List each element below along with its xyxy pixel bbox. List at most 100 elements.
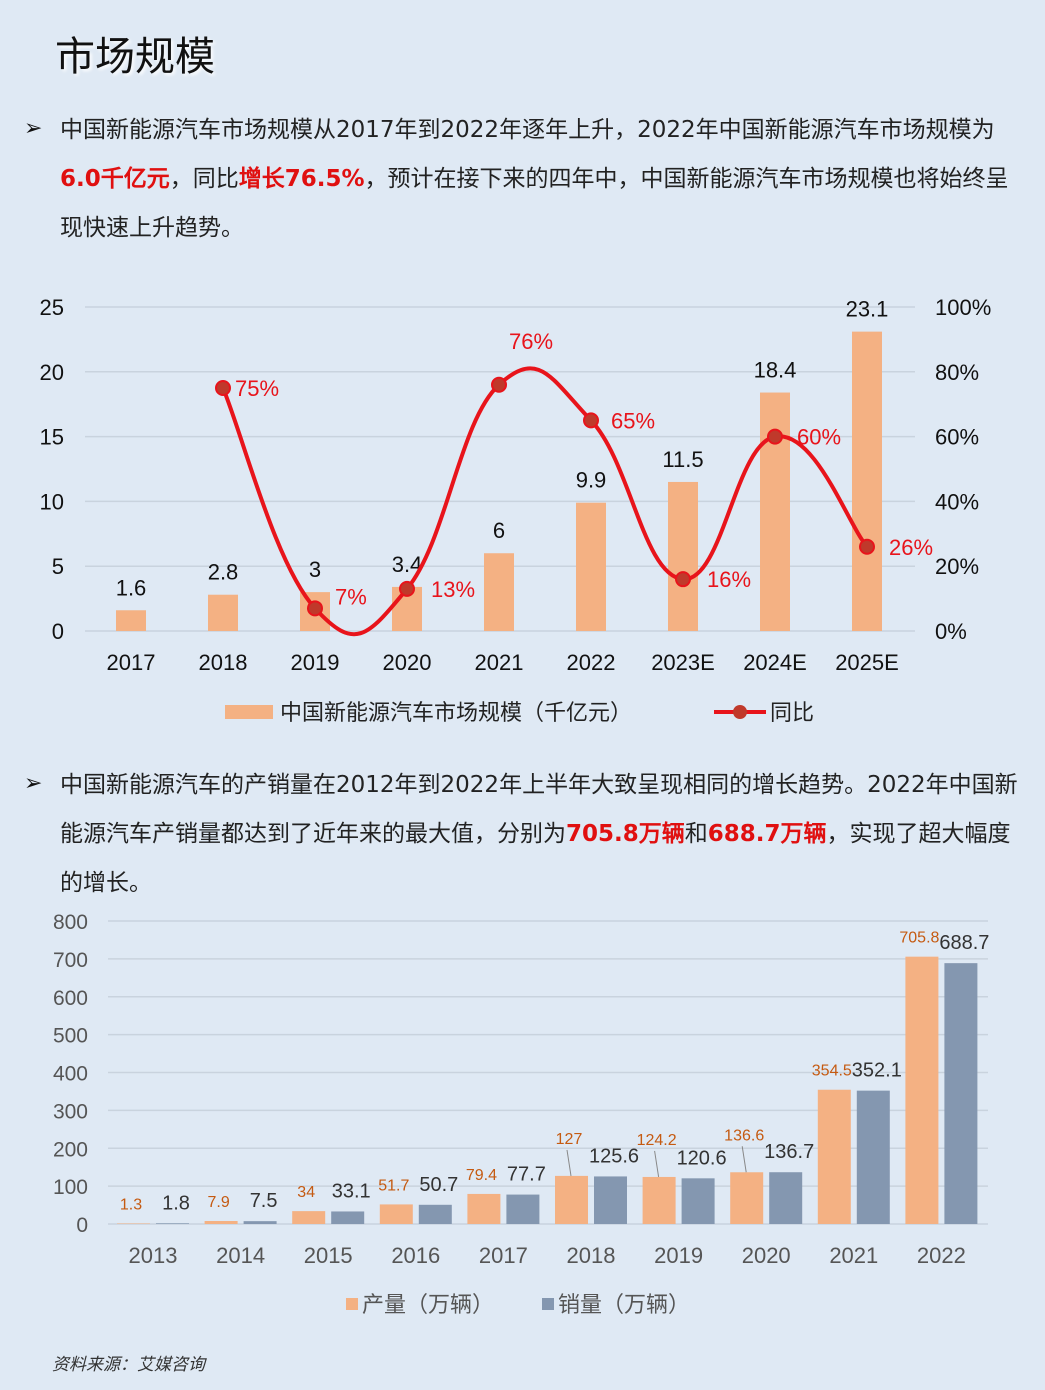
arrow-bullet-icon: ➢ <box>24 116 43 141</box>
paragraph-text: 中国新能源汽车的产销量在2012年到2022年上半年大致呈现相同的增长趋势。20… <box>60 772 1018 847</box>
y-tick-label: 600 <box>53 987 88 1010</box>
y-tick-label: 700 <box>53 949 88 972</box>
production-data-label: 79.4 <box>466 1167 497 1184</box>
y2-tick-label: 20% <box>935 554 979 579</box>
y-tick-label: 0 <box>52 619 64 644</box>
y2-tick-label: 0% <box>935 619 967 644</box>
sales-data-label: 688.7 <box>939 932 989 954</box>
line-marker <box>767 428 783 445</box>
x-tick-label: 2015 <box>304 1243 353 1268</box>
production-data-label: 34 <box>297 1184 315 1201</box>
page-title: 市场规模 <box>55 34 215 80</box>
sales-data-label: 7.5 <box>250 1190 278 1212</box>
legend-swatch-sales <box>542 1298 554 1310</box>
y-tick-label: 10 <box>40 489 64 514</box>
production-bar <box>730 1172 764 1224</box>
line-marker <box>399 580 415 597</box>
y-tick-label: 20 <box>40 360 64 385</box>
y-tick-label: 800 <box>53 911 88 934</box>
line-data-label: 76% <box>509 329 553 354</box>
y-tick-label: 100 <box>53 1176 88 1199</box>
production-data-label: 136.6 <box>724 1127 764 1144</box>
bar-data-label: 6 <box>493 518 505 543</box>
production-bar <box>467 1193 501 1224</box>
sales-bar <box>243 1221 277 1224</box>
x-tick-label: 2017 <box>479 1243 528 1268</box>
x-tick-label: 2022 <box>567 650 616 675</box>
sales-data-label: 352.1 <box>852 1060 902 1082</box>
x-tick-label: 2023E <box>651 650 715 675</box>
sales-bar <box>769 1172 803 1224</box>
leader-line <box>741 1146 747 1173</box>
paragraph-text: ，同比 <box>169 166 239 192</box>
legend-label: 销量（万辆） <box>558 1292 690 1317</box>
line-data-label: 60% <box>797 425 841 450</box>
production-data-label: 705.8 <box>899 930 939 947</box>
x-tick-label: 2016 <box>391 1243 440 1268</box>
sales-data-label: 77.7 <box>507 1164 546 1186</box>
bar <box>484 553 514 631</box>
y-tick-label: 400 <box>53 1063 88 1086</box>
sales-data-label: 120.6 <box>677 1147 727 1169</box>
y-tick-label: 25 <box>40 295 64 320</box>
sales-bar <box>418 1204 452 1224</box>
x-tick-label: 2024E <box>743 650 807 675</box>
legend-label: 同比 <box>770 700 814 725</box>
x-tick-label: 2017 <box>107 650 156 675</box>
sales-data-label: 136.7 <box>764 1141 814 1163</box>
line-data-label: 65% <box>611 408 655 433</box>
production-bar <box>905 956 939 1224</box>
legend-label: 中国新能源汽车市场规模（千亿元） <box>280 700 632 725</box>
production-data-label: 7.9 <box>207 1194 229 1211</box>
bar-data-label: 9.9 <box>576 468 607 493</box>
bar <box>116 610 146 631</box>
highlight-text: 688.7万辆 <box>707 821 827 847</box>
legend-marker <box>733 705 747 719</box>
source-note: 资料来源：艾媒咨询 <box>52 1355 205 1375</box>
y2-tick-label: 40% <box>935 489 979 514</box>
x-tick-label: 2022 <box>917 1243 966 1268</box>
production-data-label: 127 <box>556 1131 583 1148</box>
sales-bar <box>331 1211 365 1224</box>
line-marker <box>583 412 599 429</box>
y-tick-label: 200 <box>53 1138 88 1161</box>
paragraph-production-sales: 中国新能源汽车的产销量在2012年到2022年上半年大致呈现相同的增长趋势。20… <box>60 761 1030 908</box>
y2-tick-label: 80% <box>935 360 979 385</box>
y2-tick-label: 100% <box>935 295 991 320</box>
bar <box>852 331 882 631</box>
production-data-label: 1.3 <box>120 1197 142 1214</box>
line-data-label: 16% <box>707 567 751 592</box>
line-marker <box>215 380 231 396</box>
leader-line <box>654 1150 660 1178</box>
line-marker <box>859 538 875 555</box>
line-data-label: 7% <box>335 584 367 609</box>
paragraph-text: 和 <box>684 821 708 847</box>
sales-bar <box>594 1176 627 1224</box>
sales-bar <box>156 1223 189 1224</box>
production-bar <box>204 1221 238 1224</box>
sales-bar <box>506 1194 540 1224</box>
bar <box>576 502 606 631</box>
x-tick-label: 2018 <box>567 1243 616 1268</box>
y-tick-label: 300 <box>53 1100 88 1123</box>
x-tick-label: 2018 <box>199 650 248 675</box>
line-data-label: 26% <box>889 535 933 560</box>
sales-data-label: 50.7 <box>419 1174 458 1196</box>
x-tick-label: 2020 <box>383 650 432 675</box>
arrow-bullet-icon: ➢ <box>24 771 43 796</box>
highlight-text: 增长76.5% <box>238 166 365 192</box>
sales-bar <box>944 963 978 1224</box>
bar-data-label: 1.6 <box>116 575 147 600</box>
legend-label: 产量（万辆） <box>362 1292 494 1317</box>
x-tick-label: 2013 <box>129 1243 178 1268</box>
bar <box>668 481 698 631</box>
x-tick-label: 2014 <box>216 1243 265 1268</box>
y2-tick-label: 60% <box>935 425 979 450</box>
line-data-label: 75% <box>235 376 279 401</box>
bar-data-label: 2.8 <box>208 560 239 585</box>
production-bar <box>817 1089 851 1224</box>
line-marker <box>307 600 323 617</box>
bar-data-label: 23.1 <box>846 297 889 322</box>
bar-data-label: 11.5 <box>662 447 703 472</box>
